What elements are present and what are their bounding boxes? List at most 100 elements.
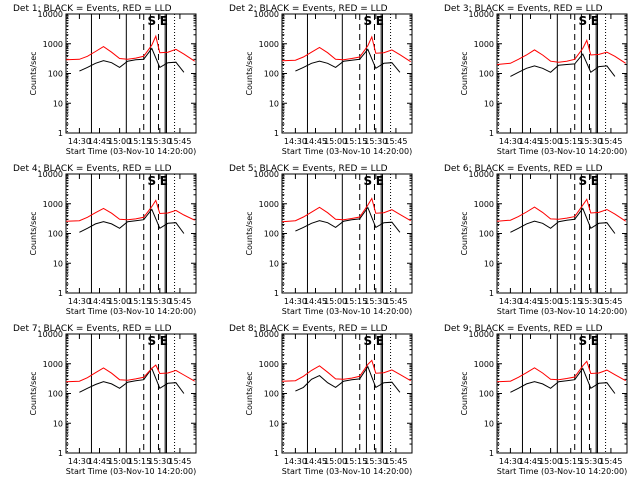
panel-det-2: Det 2: BLACK = Events, RED = LLD 1 10 100 10… (229, 4, 413, 156)
x-tick-label: 14:45 (519, 297, 542, 306)
y-tick-label: 10000 (254, 170, 279, 179)
y-tick-label: 1000 (259, 40, 279, 49)
y-tick-label: 1 (274, 129, 279, 138)
x-tick-label: 15:00 (108, 137, 131, 146)
series-line-events (79, 367, 185, 394)
marker-e: E (591, 334, 599, 348)
x-tick-label: 15:00 (108, 457, 131, 466)
x-tick-label: 14:45 (88, 297, 111, 306)
x-tick-label: 15:15 (128, 457, 151, 466)
y-tick-label: 100 (479, 70, 494, 79)
panel-det-4: Det 4: BLACK = Events, RED = LLD 1 10 100 10… (13, 164, 197, 316)
panel-title: Det 7: BLACK = Events, RED = LLD (13, 324, 172, 334)
y-axis-label: Counts/sec (460, 51, 469, 95)
y-tick-label: 1000 (474, 40, 494, 49)
y-tick-label: 1000 (474, 360, 494, 369)
plot-frame (496, 333, 628, 454)
marker-e: E (591, 174, 599, 188)
plot-frame (65, 13, 197, 134)
y-tick-label: 10 (269, 419, 279, 428)
x-tick-label: 14:30 (68, 297, 91, 306)
y-tick-label: 1000 (43, 200, 63, 209)
y-tick-label: 10 (53, 419, 63, 428)
marker-e: E (160, 14, 168, 28)
marker-s: S (147, 174, 156, 188)
panel-title: Det 1: BLACK = Events, RED = LLD (13, 4, 172, 14)
x-tick-label: 15:45 (384, 457, 407, 466)
x-tick-label: 15:30 (579, 137, 602, 146)
y-tick-label: 100 (264, 230, 279, 239)
y-tick-label: 1 (489, 449, 494, 458)
marker-s: S (363, 14, 372, 28)
panel-det-7: Det 7: BLACK = Events, RED = LLD 1 10 100 10… (13, 324, 197, 476)
plot-frame (281, 333, 413, 454)
panel-title: Det 5: BLACK = Events, RED = LLD (229, 164, 388, 174)
panel-title: Det 9: BLACK = Events, RED = LLD (444, 324, 603, 334)
x-tick-label: 15:15 (559, 457, 582, 466)
series-line-lld (65, 364, 195, 383)
x-tick-label: 14:45 (519, 457, 542, 466)
series-line-lld (65, 34, 195, 62)
x-axis-label: Start Time (03-Nov-10 14:20:00) (66, 147, 196, 156)
x-tick-label: 15:45 (599, 137, 622, 146)
x-tick-label: 14:30 (68, 457, 91, 466)
y-tick-label: 10 (53, 99, 63, 108)
y-tick-label: 10 (269, 99, 279, 108)
series-line-lld (496, 198, 626, 222)
y-tick-label: 10 (269, 259, 279, 268)
marker-s: S (363, 334, 372, 348)
x-tick-label: 15:00 (539, 137, 562, 146)
x-tick-label: 15:45 (168, 297, 191, 306)
x-axis-label: Start Time (03-Nov-10 14:20:00) (497, 307, 627, 316)
x-tick-label: 14:45 (304, 137, 327, 146)
series-line-events (510, 207, 616, 234)
x-axis-label: Start Time (03-Nov-10 14:20:00) (497, 467, 627, 476)
x-tick-label: 15:45 (168, 457, 191, 466)
y-tick-label: 1000 (259, 360, 279, 369)
y-tick-label: 10000 (38, 10, 63, 19)
x-tick-label: 15:45 (599, 457, 622, 466)
x-tick-label: 15:45 (168, 137, 191, 146)
y-tick-label: 100 (48, 70, 63, 79)
y-axis-label: Counts/sec (460, 211, 469, 255)
x-tick-label: 15:00 (324, 137, 347, 146)
x-tick-label: 14:30 (499, 137, 522, 146)
x-axis-label: Start Time (03-Nov-10 14:20:00) (282, 307, 412, 316)
y-axis-label: Counts/sec (29, 371, 38, 415)
y-tick-label: 10000 (38, 170, 63, 179)
x-tick-label: 15:45 (384, 137, 407, 146)
x-tick-label: 15:00 (324, 297, 347, 306)
panel-title: Det 3: BLACK = Events, RED = LLD (444, 4, 603, 14)
x-tick-label: 15:15 (128, 137, 151, 146)
marker-s: S (147, 334, 156, 348)
x-tick-label: 15:45 (384, 297, 407, 306)
marker-e: E (160, 174, 168, 188)
x-axis-label: Start Time (03-Nov-10 14:20:00) (497, 147, 627, 156)
y-tick-label: 10000 (469, 170, 494, 179)
x-tick-label: 15:15 (344, 137, 367, 146)
y-tick-label: 10 (484, 99, 494, 108)
marker-e: E (376, 334, 384, 348)
y-tick-label: 10000 (469, 10, 494, 19)
panel-title: Det 8: BLACK = Events, RED = LLD (229, 324, 388, 334)
x-tick-label: 14:45 (88, 457, 111, 466)
x-tick-label: 15:30 (148, 137, 171, 146)
marker-e: E (376, 174, 384, 188)
marker-s: S (363, 174, 372, 188)
x-tick-label: 14:45 (88, 137, 111, 146)
x-tick-label: 15:15 (344, 297, 367, 306)
y-tick-label: 10 (484, 259, 494, 268)
x-tick-label: 15:15 (559, 137, 582, 146)
panel-det-6: Det 6: BLACK = Events, RED = LLD 1 10 100 10… (444, 164, 628, 316)
x-tick-label: 15:00 (324, 457, 347, 466)
x-axis-label: Start Time (03-Nov-10 14:20:00) (66, 467, 196, 476)
y-tick-label: 100 (48, 230, 63, 239)
panel-det-9: Det 9: BLACK = Events, RED = LLD 1 10 100 10… (444, 324, 628, 476)
series-line-events (295, 48, 401, 73)
x-axis-label: Start Time (03-Nov-10 14:20:00) (66, 307, 196, 316)
x-tick-label: 15:30 (148, 297, 171, 306)
y-tick-label: 1 (489, 289, 494, 298)
marker-s: S (147, 14, 156, 28)
x-tick-label: 15:30 (364, 457, 387, 466)
